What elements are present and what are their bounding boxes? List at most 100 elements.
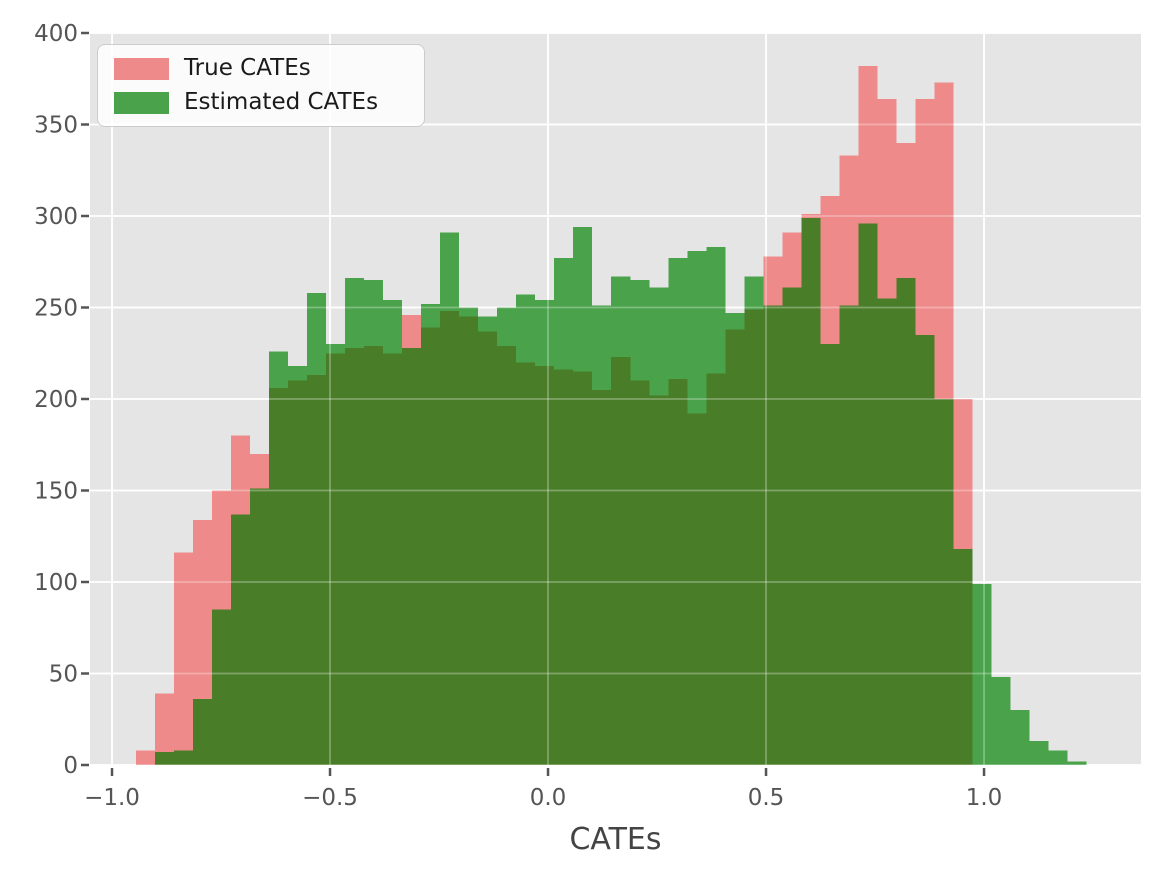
overlap-bar xyxy=(839,305,859,765)
true-cates-bar xyxy=(763,256,783,306)
estimated-cates-bar xyxy=(649,287,669,396)
overlap-bar xyxy=(820,344,840,765)
estimated-cates-bar xyxy=(1029,741,1049,765)
true-cates-bar xyxy=(212,490,232,610)
overlap-bar xyxy=(763,305,783,765)
overlap-bar xyxy=(953,549,973,765)
estimated-cates-bar xyxy=(478,316,498,332)
y-tick-label: 100 xyxy=(34,570,78,596)
overlap-bar xyxy=(497,345,517,765)
estimated-cates-bar xyxy=(668,258,688,379)
x-axis-label: CATEs xyxy=(569,822,662,857)
estimated-cates-bar xyxy=(345,278,365,348)
estimated-cates-bar xyxy=(630,280,650,381)
overlap-bar xyxy=(858,223,878,765)
overlap-bar xyxy=(345,347,365,765)
estimated-cates-bar xyxy=(725,312,745,330)
true-cates-bar xyxy=(155,693,175,753)
true-cates-bar xyxy=(231,435,251,515)
overlap-bar xyxy=(440,311,460,765)
y-tick-label: 400 xyxy=(34,21,78,47)
estimated-cates-bar xyxy=(497,307,517,346)
overlap-bar xyxy=(896,278,916,765)
true-cates-bar xyxy=(801,214,821,218)
overlap-bar xyxy=(934,399,954,765)
true-cates-bar xyxy=(915,98,935,335)
estimated-cates-bar xyxy=(326,344,346,354)
overlap-bar xyxy=(193,699,213,765)
overlap-bar xyxy=(231,514,251,765)
estimated-cates-bar xyxy=(972,583,992,765)
estimated-cates-bar xyxy=(611,276,631,357)
overlap-bar xyxy=(212,609,232,765)
overlap-bar xyxy=(630,380,650,765)
overlap-bar xyxy=(535,366,555,765)
true-cates-bar xyxy=(953,399,973,550)
estimated-cates-bar xyxy=(288,366,308,381)
x-tick-label: 0.0 xyxy=(530,785,567,811)
true-cates-bar xyxy=(782,232,802,288)
overlap-bar xyxy=(573,371,593,765)
legend-label-estimated-cates: Estimated CATEs xyxy=(184,89,379,115)
estimated-cates-bar xyxy=(269,351,289,389)
overlap-bar xyxy=(877,298,897,765)
true-cates-bar xyxy=(896,142,916,279)
estimated-cates-bar xyxy=(554,258,574,370)
y-tick-label: 150 xyxy=(34,479,78,505)
true-cates-bar xyxy=(135,750,156,765)
overlap-bar xyxy=(478,331,498,765)
estimated-cates-bar xyxy=(459,307,479,317)
overlap-bar xyxy=(554,369,574,765)
estimated-cates-bar xyxy=(307,292,327,376)
true-cates-bar xyxy=(820,195,840,345)
overlap-bar xyxy=(269,388,289,765)
overlap-bar xyxy=(421,327,441,765)
estimated-cates-bar xyxy=(535,300,555,367)
y-tick-label: 200 xyxy=(34,387,78,413)
x-tick-label: 1.0 xyxy=(966,785,1003,811)
estimated-cates-bar xyxy=(364,280,384,346)
overlap-bar xyxy=(592,389,612,765)
estimated-cates-bar xyxy=(1048,750,1068,765)
estimated-cates-bar xyxy=(440,232,460,312)
legend-label-true-cates: True CATEs xyxy=(184,55,311,81)
x-tick-label: 0.5 xyxy=(748,785,785,811)
true-cates-swatch xyxy=(114,57,169,80)
overlap-bar xyxy=(725,329,745,765)
x-tick-label: −1.0 xyxy=(84,785,140,811)
true-cates-bar xyxy=(193,519,213,700)
y-tick-label: 50 xyxy=(49,662,78,688)
overlap-bar xyxy=(516,362,536,765)
overlap-bar xyxy=(326,353,346,765)
true-cates-bar xyxy=(250,453,270,489)
overlap-bar xyxy=(459,316,479,765)
y-tick-label: 350 xyxy=(34,113,78,139)
legend-entry-estimated-cates: Estimated CATEs xyxy=(114,90,408,115)
y-tick-label: 0 xyxy=(63,753,78,779)
overlap-bar xyxy=(250,488,270,765)
legend-entry-true-cates: True CATEs xyxy=(114,56,408,81)
true-cates-bar xyxy=(174,552,194,751)
estimated-cates-bar xyxy=(1067,761,1087,765)
overlap-bar xyxy=(307,375,327,765)
overlap-bar xyxy=(174,750,194,765)
estimated-cates-bar xyxy=(744,276,764,310)
x-tick-label: −0.5 xyxy=(302,785,358,811)
estimated-cates-bar xyxy=(706,247,726,374)
legend: True CATEs Estimated CATEs xyxy=(97,44,425,127)
estimated-cates-bar xyxy=(991,677,1011,765)
y-tick-label: 250 xyxy=(34,296,78,322)
estimated-cates-bar xyxy=(573,226,593,372)
overlap-bar xyxy=(687,413,707,765)
true-cates-bar xyxy=(877,98,897,299)
overlap-bar xyxy=(782,287,802,765)
estimated-cates-bar xyxy=(421,303,441,328)
true-cates-bar xyxy=(858,65,878,224)
overlap-bar xyxy=(155,752,175,765)
true-cates-bar xyxy=(839,155,859,306)
estimated-cates-bar xyxy=(516,294,536,363)
overlap-bar xyxy=(383,353,403,765)
overlap-bar xyxy=(364,345,384,765)
overlap-bar xyxy=(402,347,422,765)
